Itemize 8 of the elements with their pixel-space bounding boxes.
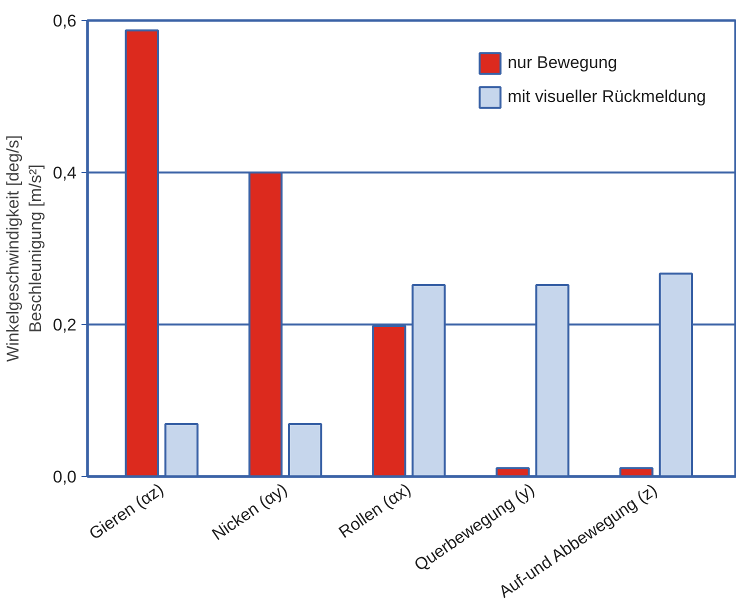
- y2-axis-title: Beschleunigung [m/s²]: [26, 164, 45, 333]
- legend-label: mit visueller Rückmeldung: [508, 87, 706, 107]
- legend-label: nur Bewegung: [508, 53, 618, 73]
- y-tick-label: 0,0: [52, 468, 77, 486]
- y-tick-label: 0,4: [52, 164, 77, 182]
- y-tick-label: 0,2: [52, 316, 77, 334]
- y-tick-label: 0,6: [52, 12, 77, 30]
- y-axis-title: Winkelgeschwindigkeit [deg/s]: [4, 135, 22, 362]
